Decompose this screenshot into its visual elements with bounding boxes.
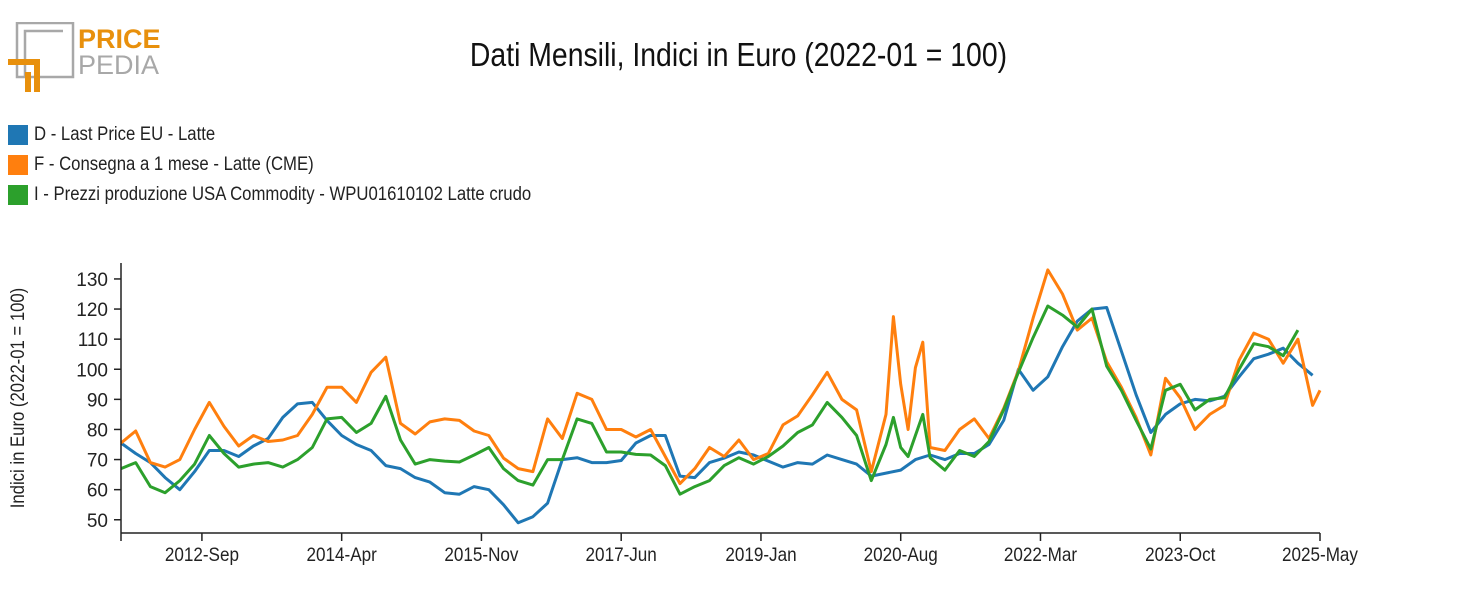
logo-mark-icon: [8, 22, 75, 92]
legend-label: I - Prezzi produzione USA Commodity - WP…: [34, 184, 532, 205]
x-tick-label: 2022-Mar: [1004, 544, 1077, 565]
x-tick-label: 2025-May: [1282, 544, 1358, 565]
series-line-d: [120, 306, 1314, 525]
y-tick-label: 90: [87, 390, 108, 411]
x-tick-label: 2015-Nov: [444, 544, 518, 565]
legend: D - Last Price EU - Latte F - Consegna a…: [8, 120, 599, 210]
legend-item-i[interactable]: I - Prezzi produzione USA Commodity - WP…: [8, 180, 599, 210]
axes: 50 60 70 80 90 100 110 120 130 2012-Sep 2014-Apr 20…: [76, 263, 1358, 565]
x-tick-label: 2020-Aug: [864, 544, 938, 565]
series-line-f: [120, 268, 1322, 486]
y-tick-label: 60: [87, 481, 108, 502]
x-tick-label: 2017-Jun: [586, 544, 657, 565]
legend-swatch: [8, 125, 28, 145]
logo-word-pedia: PEDIA: [78, 50, 160, 80]
y-tick-label: 130: [76, 270, 108, 291]
legend-item-f[interactable]: F - Consegna a 1 mese - Latte (CME): [8, 150, 599, 180]
legend-label: F - Consegna a 1 mese - Latte (CME): [34, 154, 314, 175]
logo-word-price: PRICE: [78, 24, 161, 54]
x-tick-label: 2019-Jan: [725, 544, 796, 565]
y-tick-label: 110: [78, 330, 108, 351]
legend-swatch: [8, 185, 28, 205]
x-tick-label: 2012-Sep: [165, 544, 239, 565]
legend-item-d[interactable]: D - Last Price EU - Latte: [8, 120, 599, 150]
legend-swatch: [8, 155, 28, 175]
y-tick-label: 50: [87, 511, 108, 532]
y-tick-label: 100: [76, 360, 108, 381]
chart-title: Dati Mensili, Indici in Euro (2022-01 = …: [469, 36, 1008, 73]
y-tick-label: 70: [87, 451, 108, 472]
y-tick-label: 80: [87, 420, 108, 441]
pricepedia-logo: PRICE PEDIA: [8, 22, 168, 94]
y-axis-label: Indici in Euro (2022-01 = 100): [7, 288, 28, 508]
legend-label: D - Last Price EU - Latte: [34, 124, 216, 145]
x-tick-label: 2014-Apr: [307, 544, 377, 565]
series-lines: [120, 268, 1322, 525]
series-line-i: [120, 304, 1300, 496]
x-tick-label: 2023-Oct: [1145, 544, 1215, 565]
y-tick-label: 120: [76, 300, 108, 321]
